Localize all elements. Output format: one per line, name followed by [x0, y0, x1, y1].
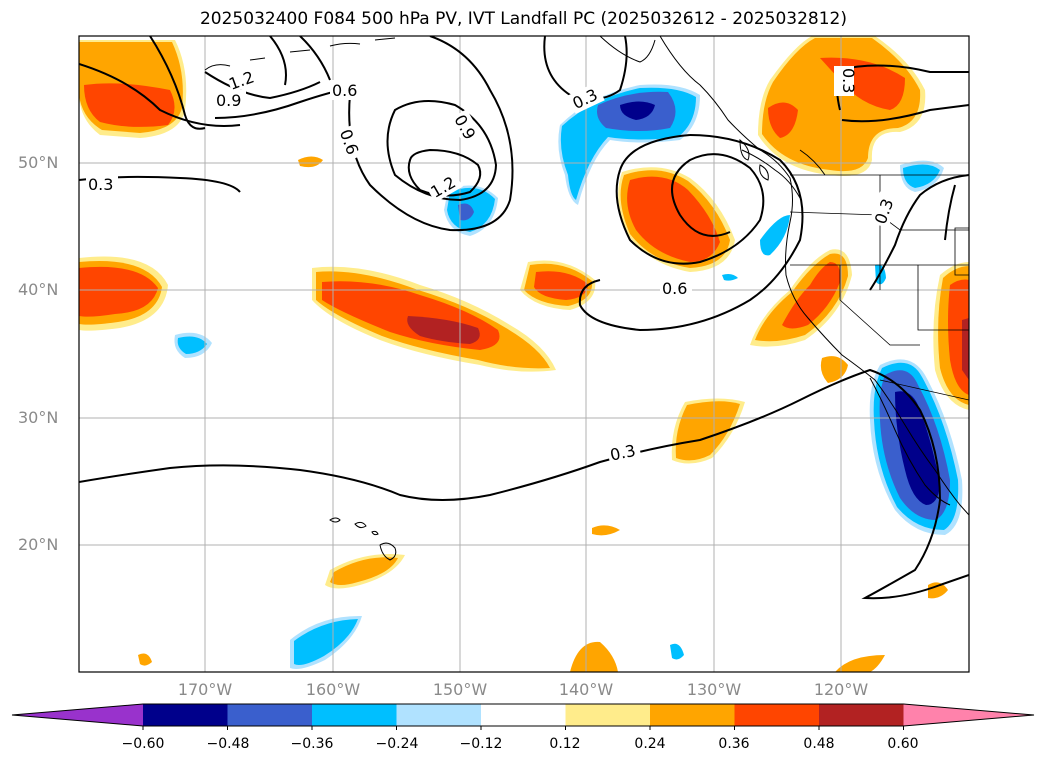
- contour-label-group: 1.2 0.9 0.6 0.6 0.9 1.2 0.3 0.3 0.6 0.3 …: [86, 63, 899, 466]
- lat-label-20n: 20°N: [18, 535, 59, 554]
- fill-blob-small-2: [592, 525, 620, 536]
- fill-blob-45n-133w: [618, 167, 735, 272]
- fill-blob-northeast: [758, 36, 926, 176]
- colorbar-tick-10: 0.60: [887, 736, 919, 752]
- fill-blob-31n-132w: [671, 398, 745, 464]
- fill-blue-hawaii-south: [290, 615, 362, 669]
- fill-blob-bottom-140w: [570, 641, 618, 672]
- lon-label-120w: 120°W: [813, 680, 869, 699]
- fill-blue-small-3: [722, 274, 738, 281]
- contour-label-2: 0.9: [216, 91, 241, 110]
- fill-blob-small-4: [138, 653, 152, 666]
- fill-blob-bottom-120w: [835, 655, 885, 672]
- colorbar-extend-high: [903, 704, 1034, 726]
- lon-label-160w: 160°W: [305, 680, 361, 699]
- fill-blue-baja: [869, 359, 963, 535]
- contour-label-7: 0.3: [88, 175, 113, 194]
- map-title: 2025032400 F084 500 hPa PV, IVT Landfall…: [199, 9, 847, 29]
- fill-blob-west-40n: [79, 256, 168, 331]
- colorbar-segment-3: [312, 704, 397, 726]
- colorbar-tick-9: 0.48: [803, 736, 835, 752]
- colorbar-segment-1: [143, 704, 228, 726]
- colorbar-segment-2: [227, 704, 313, 726]
- colorbar-extend-low: [12, 704, 143, 726]
- fill-blob-41n-143w: [520, 260, 596, 310]
- colorbar-segment-6: [565, 704, 651, 726]
- colorbar-tick-8: 0.36: [718, 736, 750, 752]
- contour-label-3: 0.6: [332, 81, 357, 100]
- coastlines: [204, 36, 969, 561]
- fill-blob-east-edge: [933, 262, 969, 410]
- lon-label-130w: 130°W: [686, 680, 742, 699]
- fill-band-california: [750, 249, 852, 383]
- ivt-fill-layer: [79, 36, 969, 672]
- contour-label-9: 0.6: [662, 279, 687, 298]
- colorbar-segment-7: [650, 704, 735, 726]
- lat-label-30n: 30°N: [18, 408, 59, 427]
- fill-blue-36n-168w-inner: [177, 336, 207, 354]
- colorbar-tick-4: −0.24: [375, 736, 419, 752]
- fill-blue-small-2: [760, 215, 790, 256]
- fill-blue-small-1: [670, 643, 684, 660]
- lat-label-40n: 40°N: [18, 280, 59, 299]
- fill-blue-48n-150w: [444, 185, 498, 236]
- colorbar-tick-5: −0.12: [459, 736, 503, 752]
- colorbar: [11, 703, 1035, 730]
- lat-label-50n: 50°N: [18, 153, 59, 172]
- fill-blob-small-3: [928, 582, 948, 599]
- contour-label-10: 0.3: [608, 441, 637, 465]
- colorbar-segment-5: [481, 704, 566, 726]
- fill-band-central: [312, 266, 556, 372]
- lon-label-140w: 140°W: [558, 680, 614, 699]
- contour-label-11: 0.3: [839, 68, 858, 93]
- colorbar-segment-9: [819, 704, 904, 726]
- colorbar-segment-8: [734, 704, 820, 726]
- colorbar-segment-4: [396, 704, 482, 726]
- fill-blob-hawaii: [325, 554, 405, 589]
- gridlines: [79, 36, 969, 672]
- fill-blue-nevada: [900, 160, 944, 192]
- fill-blue-gulf-of-alaska: [558, 84, 700, 205]
- lon-label-150w: 150°W: [432, 680, 488, 699]
- fill-blob-small-1: [298, 156, 323, 168]
- colorbar-tick-3: −0.36: [290, 736, 334, 752]
- map-frame: [78, 35, 970, 673]
- colorbar-tick-7: 0.24: [634, 736, 666, 752]
- colorbar-tick-2: −0.48: [206, 736, 250, 752]
- colorbar-tick-1: −0.60: [121, 736, 165, 752]
- pv-contours: [79, 36, 969, 600]
- lon-label-170w: 170°W: [177, 680, 233, 699]
- colorbar-tick-6: 0.12: [549, 736, 581, 752]
